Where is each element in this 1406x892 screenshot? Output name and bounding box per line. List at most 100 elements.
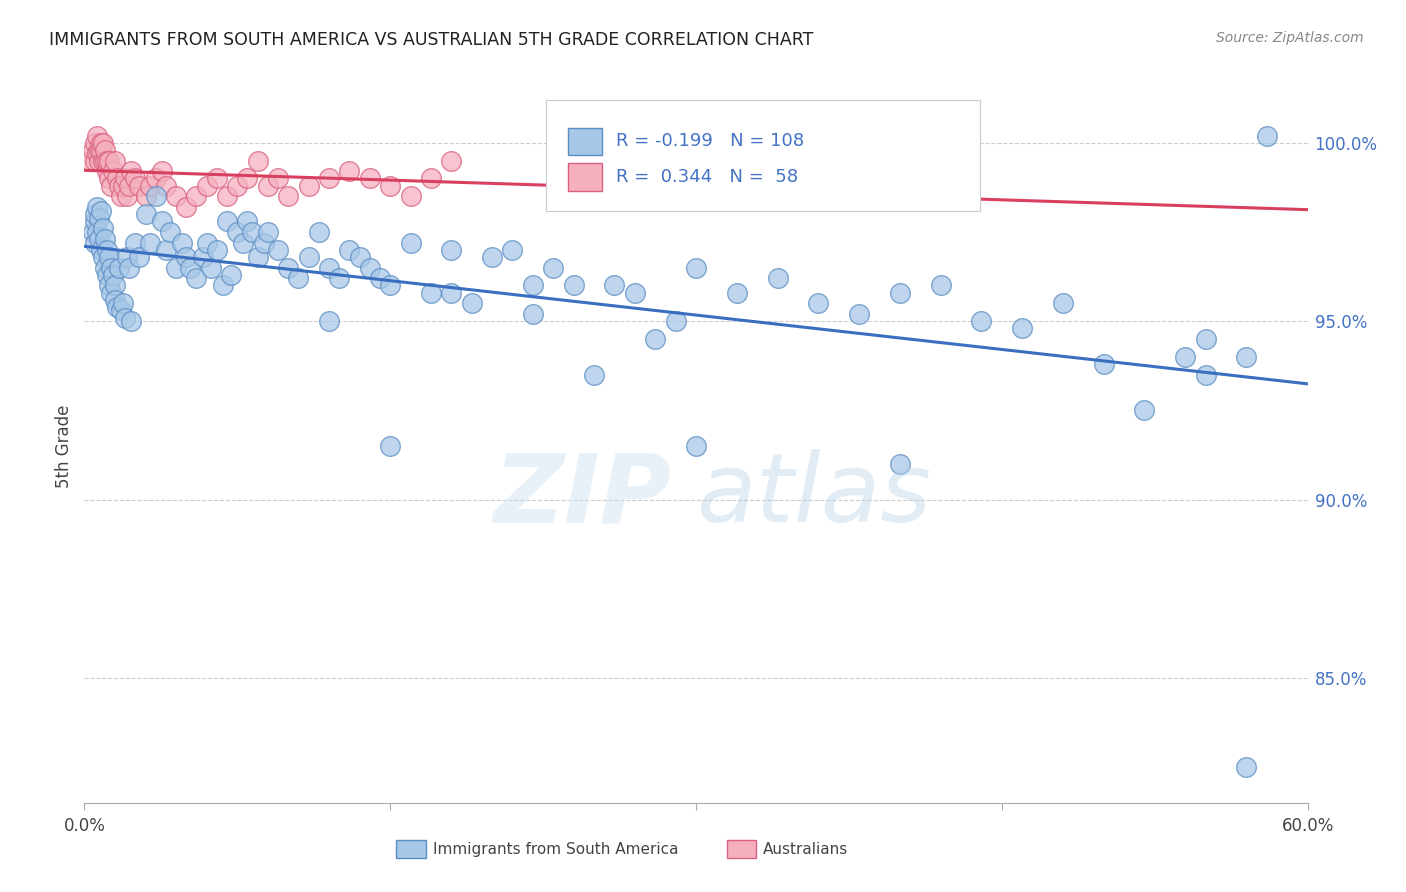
Point [165,260,187,275]
Point [205,243,228,257]
Point [174,200,197,214]
Point [100,285,122,300]
Point [889,457,911,471]
Point [624,285,647,300]
Point [226,178,249,193]
Point [90,243,112,257]
Point [583,153,606,168]
Text: R = -0.199   N = 108: R = -0.199 N = 108 [616,132,804,150]
Point [685,260,707,275]
Point [112,296,135,310]
Point [1174,350,1197,364]
FancyBboxPatch shape [727,840,756,858]
Point [328,271,350,285]
Point [246,250,269,264]
Point [150,164,173,178]
Point [135,189,157,203]
Point [82,143,104,157]
Point [86,128,108,143]
Point [240,225,263,239]
Point [522,307,544,321]
Point [87,153,110,168]
Point [110,303,132,318]
Point [96,153,118,168]
Point [100,260,122,275]
Point [87,211,110,225]
Point [562,278,585,293]
Point [349,250,371,264]
Point [308,225,330,239]
Point [665,314,688,328]
Point [104,278,127,293]
Point [1236,760,1258,774]
Point [725,285,748,300]
Point [440,243,463,257]
Point [217,189,239,203]
FancyBboxPatch shape [568,128,602,155]
Point [97,250,120,264]
Point [90,143,112,157]
Point [82,225,104,239]
Point [91,136,114,150]
Point [603,278,626,293]
Point [380,178,402,193]
Point [135,207,157,221]
Point [212,278,235,293]
Point [155,178,177,193]
Point [236,171,259,186]
Point [110,189,132,203]
Point [93,143,115,157]
Point [86,225,108,239]
Point [191,250,214,264]
Point [889,285,911,300]
Point [83,235,105,250]
Point [298,178,321,193]
Point [253,235,276,250]
Point [93,260,115,275]
Point [226,225,249,239]
Point [380,278,402,293]
Point [118,178,141,193]
Point [138,178,160,193]
Point [97,153,120,168]
Point [257,225,280,239]
Point [87,143,110,157]
Point [1236,350,1258,364]
Point [970,314,993,328]
Point [1195,368,1218,382]
Text: Australians: Australians [763,842,848,856]
Point [502,243,524,257]
Point [159,225,181,239]
Point [172,235,194,250]
Point [318,171,340,186]
Point [368,271,391,285]
Point [128,250,150,264]
Point [200,260,222,275]
Point [145,171,167,186]
Point [115,189,138,203]
Point [91,221,114,235]
Point [91,250,114,264]
Point [79,153,101,168]
Point [195,178,218,193]
Point [461,296,484,310]
Point [101,268,124,282]
Point [101,164,124,178]
Point [1256,128,1278,143]
Y-axis label: 5th Grade: 5th Grade [55,404,73,488]
Point [217,214,239,228]
Point [1092,357,1115,371]
Point [287,271,309,285]
Point [339,243,361,257]
Point [522,278,544,293]
Point [115,250,138,264]
Point [420,285,443,300]
Point [87,232,110,246]
Point [685,171,707,186]
Point [644,332,666,346]
Point [232,235,254,250]
Point [90,136,112,150]
Point [440,153,463,168]
Point [766,271,789,285]
Point [150,214,173,228]
